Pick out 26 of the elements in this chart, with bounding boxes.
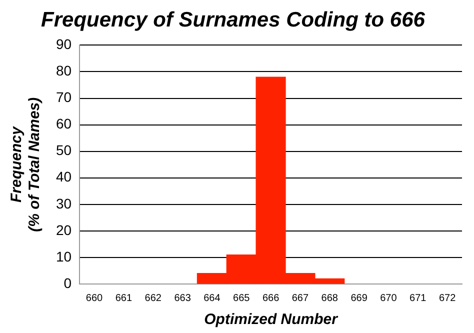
y-tick-label: 60 [56, 116, 72, 132]
x-tick-label: 669 [350, 292, 368, 304]
y-tick-label: 10 [56, 248, 72, 264]
y-tick-label: 0 [64, 274, 72, 291]
x-tick-label: 672 [438, 292, 456, 304]
x-axis-title: Optimized Number [204, 311, 339, 328]
x-tick-label: 667 [292, 292, 309, 304]
x-tick-label: 660 [86, 292, 104, 304]
y-tick-label: 90 [56, 36, 72, 52]
x-tick-label: 664 [204, 292, 221, 304]
y-tick-label: 20 [56, 222, 72, 238]
x-tick-label: 670 [380, 292, 398, 304]
y-tick-label: 70 [56, 89, 72, 106]
y-tick-label: 30 [56, 195, 72, 212]
x-tick-label: 668 [321, 292, 338, 304]
y-axis-title: Frequency (% of Total Names) [8, 97, 44, 232]
x-tick-label: 666 [262, 292, 280, 304]
x-tick-label: 663 [174, 292, 192, 304]
y-tick-label: 40 [56, 168, 72, 185]
x-tick-label: 671 [410, 292, 427, 304]
x-tick-label: 665 [233, 292, 250, 304]
chart-title: Frequency of Surnames Coding to 666 [41, 8, 426, 32]
x-tick-label: 661 [115, 292, 132, 304]
x-tick-label: 662 [144, 292, 162, 304]
y-tick-label: 80 [56, 62, 72, 79]
y-tick-label: 50 [56, 142, 72, 158]
